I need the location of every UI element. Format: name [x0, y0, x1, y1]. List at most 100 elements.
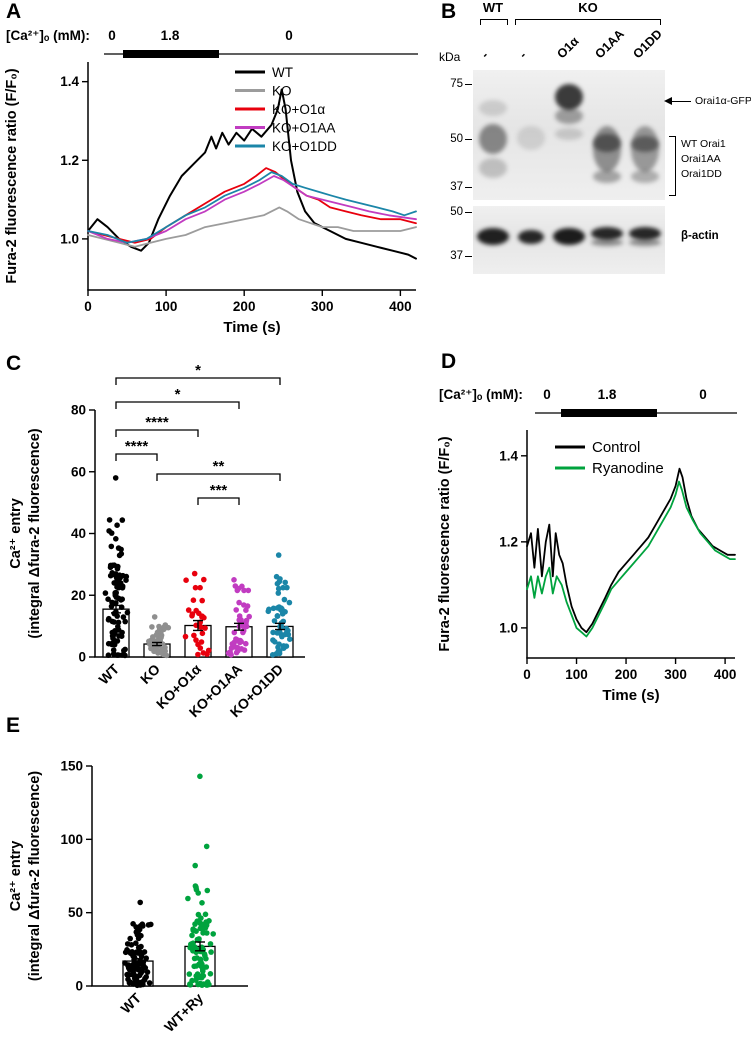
wt-group-bracket: [480, 19, 508, 25]
trace-KO+O1DD: [87, 171, 417, 244]
data-point: [127, 950, 134, 957]
data-point: [124, 971, 130, 978]
data-point: [203, 964, 210, 970]
mw-label-50b: 50: [450, 206, 463, 218]
sig-bracket: [115, 401, 240, 409]
data-point: [109, 570, 115, 576]
panel-label-e: E: [6, 714, 21, 737]
data-point: [207, 971, 214, 977]
category-label: WT: [117, 989, 144, 1016]
mw-tick: [465, 187, 472, 189]
data-point: [120, 572, 126, 579]
x-tick-label: 400: [389, 299, 412, 314]
data-point: [140, 963, 146, 970]
data-point: [205, 647, 212, 654]
data-point: [197, 773, 203, 780]
data-point: [283, 643, 290, 649]
data-point: [110, 647, 117, 653]
data-point: [190, 597, 197, 603]
data-point: [105, 596, 111, 602]
data-point: [124, 609, 131, 616]
data-point: [109, 640, 115, 647]
data-point: [207, 941, 214, 947]
data-point: [129, 964, 136, 971]
blot-band-orai1a-gfp: [555, 84, 583, 110]
x-tick-label: 100: [155, 299, 178, 314]
data-point: [133, 950, 140, 956]
data-point: [273, 573, 280, 580]
blot-band: [479, 124, 507, 154]
data-point: [135, 967, 142, 973]
data-point: [193, 928, 199, 934]
data-point: [115, 627, 122, 633]
data-point: [274, 580, 281, 587]
data-point: [199, 964, 205, 971]
data-point: [272, 639, 278, 645]
data-point: [134, 981, 140, 988]
y-tick-label: 0: [75, 979, 83, 994]
category-label: WT: [95, 660, 122, 687]
data-point: [197, 584, 203, 591]
y-tick-label: 60: [71, 464, 86, 479]
x-tick-label: 300: [311, 299, 334, 314]
mw-tick: [465, 212, 472, 214]
data-point: [275, 552, 282, 558]
blot-band-actin: [629, 227, 661, 240]
data-point: [114, 613, 120, 619]
mw-tick: [465, 139, 472, 141]
x-tick-label: 300: [664, 667, 687, 682]
data-point: [233, 636, 239, 642]
data-point: [276, 641, 282, 647]
data-point: [189, 977, 195, 984]
sig-label: ***: [210, 482, 228, 499]
panel-e-scatter-chart: 0 50 100 150 WT WT+Ry Ca²⁺ entry (integral Δfur…: [8, 759, 248, 1035]
x-tick-label: 100: [565, 667, 588, 682]
data-point: [275, 590, 282, 596]
data-point: [192, 944, 198, 950]
data-point: [203, 843, 210, 850]
gfp-annotation: Orai1α-GFP: [695, 95, 751, 107]
y-tick-label: 20: [71, 588, 86, 603]
data-point: [115, 545, 122, 551]
data-point: [130, 921, 136, 927]
ca-value-mid: 1.8: [598, 387, 617, 402]
blot-group-label-wt: WT: [482, 0, 504, 15]
data-point: [122, 949, 129, 956]
trace-KO+O1AA: [87, 175, 417, 244]
data-point: [241, 647, 248, 653]
data-point: [236, 599, 242, 606]
sig-label: *: [175, 386, 181, 403]
mw-label-37b: 37: [450, 250, 463, 262]
data-point: [142, 975, 148, 982]
data-point: [113, 536, 119, 542]
data-point: [201, 951, 208, 957]
data-point: [243, 640, 249, 647]
data-point: [193, 637, 199, 643]
ca-value-zero1: 0: [543, 387, 551, 402]
blot-band: [517, 126, 545, 150]
data-point: [183, 577, 189, 583]
data-point: [149, 624, 155, 630]
data-point: [228, 652, 234, 658]
data-point: [116, 552, 123, 559]
data-point: [189, 611, 196, 617]
data-point: [284, 584, 290, 591]
data-point: [151, 614, 158, 620]
data-point: [133, 974, 140, 980]
bottom-blot-image: [473, 206, 665, 274]
ca-value-zero2: 0: [285, 28, 293, 43]
data-point: [148, 638, 155, 645]
y-axis-title: (integral Δfura-2 fluorescence): [27, 428, 43, 638]
data-point: [281, 596, 288, 603]
top-blot-image: [473, 70, 665, 200]
data-point: [208, 949, 214, 955]
sig-label: ****: [145, 414, 169, 431]
data-point: [196, 974, 203, 981]
data-point: [186, 971, 193, 977]
variant-label-2: Orai1AA: [681, 153, 721, 165]
panel-label-a: A: [6, 0, 22, 23]
data-point: [113, 600, 119, 606]
data-point: [120, 614, 127, 620]
blot-band: [593, 134, 621, 152]
data-point: [143, 955, 149, 961]
